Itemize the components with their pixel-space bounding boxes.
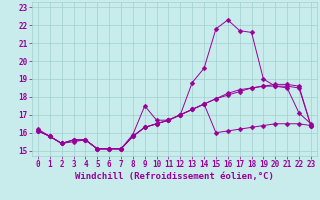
X-axis label: Windchill (Refroidissement éolien,°C): Windchill (Refroidissement éolien,°C) xyxy=(75,172,274,181)
